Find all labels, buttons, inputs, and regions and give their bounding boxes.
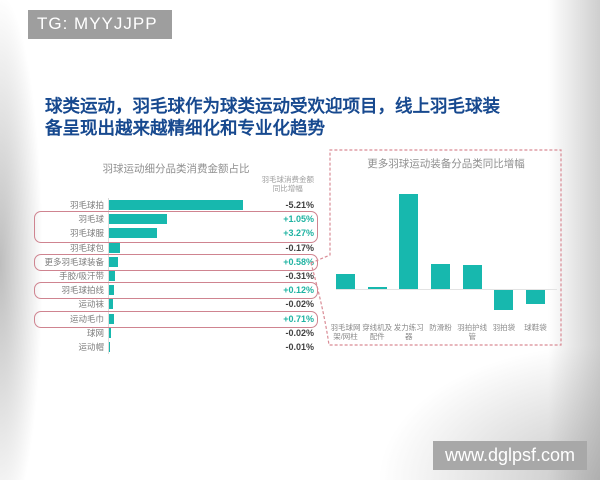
yoy-value: +0.58%	[283, 256, 314, 267]
share-bar	[109, 200, 243, 211]
growth-bar	[526, 290, 545, 305]
category-label: 球网	[86, 327, 104, 338]
site-watermark: www.dglpsf.com	[433, 441, 587, 470]
yoy-value: +0.71%	[283, 313, 314, 324]
x-axis-label: 防滑粉	[429, 323, 452, 332]
left-chart-rows: 羽毛球拍 -5.21% 羽毛球 +1.05% 羽毛球服 +3.27% 羽毛球包 -0.17% 更…	[34, 198, 318, 355]
category-label: 手胶/吸汗带	[59, 271, 104, 282]
left-chart-title: 羽球运动细分品类消费金额占比	[102, 163, 250, 175]
bar-track	[108, 212, 268, 227]
growth-bar	[336, 273, 355, 289]
share-bar	[109, 256, 118, 267]
category-label: 运动帽	[78, 341, 104, 352]
category-label: 羽毛球服	[69, 228, 104, 239]
share-bar	[109, 313, 114, 324]
growth-bar	[431, 264, 450, 289]
x-axis-label: 穿线机及 配件	[362, 323, 393, 341]
category-share-chart: 羽球运动细分品类消费金额占比 羽毛球消费金额 同比增幅 羽毛球拍 -5.21% 羽毛…	[34, 161, 318, 355]
bar-track	[108, 311, 268, 326]
bar-track	[108, 226, 268, 241]
x-axis-label: 球鞋袋	[524, 323, 547, 332]
yoy-column-header: 羽毛球消费金额 同比增幅	[261, 175, 315, 193]
slide-title: 球类运动，羽毛球作为球类运动受欢迎项目，线上羽毛球装 备呈现出越来越精细化和专业…	[45, 95, 525, 139]
left-chart-row: 羽毛球包 -0.17%	[38, 240, 314, 255]
share-bar	[109, 327, 111, 338]
category-label: 运动袜	[78, 299, 104, 310]
left-chart-row: 羽毛球 +1.05%	[38, 212, 314, 227]
share-bar	[109, 299, 113, 310]
category-label: 更多羽毛球装备	[44, 256, 104, 267]
bar-track	[108, 339, 268, 355]
growth-bar	[367, 287, 387, 289]
left-edge-shadow	[0, 0, 42, 480]
share-bar	[109, 341, 110, 352]
category-label: 羽毛球拍线	[61, 285, 104, 296]
share-bar	[109, 271, 115, 282]
bar-track	[108, 198, 268, 213]
yoy-value: -0.02%	[285, 327, 314, 338]
growth-bar	[462, 265, 482, 290]
yoy-value: -0.31%	[285, 271, 314, 282]
left-chart-row: 羽毛球服 +3.27%	[38, 226, 314, 241]
bar-track	[108, 254, 268, 269]
yoy-value: +1.05%	[283, 214, 314, 225]
bar-track	[108, 240, 268, 255]
left-chart-row: 羽毛球拍 -5.21%	[38, 198, 314, 213]
growth-bar	[494, 290, 514, 310]
left-chart-row: 运动帽 -0.01%	[38, 339, 314, 355]
yoy-value: +3.27%	[283, 228, 314, 239]
left-chart-row: 更多羽毛球装备 +0.58%	[38, 254, 314, 269]
bar-track	[108, 268, 268, 284]
x-axis-label: 羽拍袋	[492, 323, 516, 332]
share-bar	[109, 228, 158, 239]
yoy-value: -0.17%	[285, 242, 314, 253]
yoy-value: -5.21%	[285, 200, 314, 211]
left-chart-row: 运动毛巾 +0.71%	[38, 311, 314, 326]
left-chart-row: 羽毛球拍线 +0.12%	[38, 283, 314, 298]
category-label: 运动毛巾	[69, 313, 104, 324]
category-label: 羽毛球	[78, 214, 104, 225]
slide-title-line1: 球类运动，羽毛球作为球类运动受欢迎项目，线上羽毛球装	[45, 96, 500, 116]
yoy-value: -0.01%	[285, 341, 314, 352]
x-axis-label: 羽拍护线管	[457, 323, 488, 341]
x-axis-label: 发力练习器	[393, 323, 424, 341]
share-bar	[109, 285, 114, 296]
share-bar	[109, 242, 120, 253]
tg-watermark-banner: TG: MYYJJPP	[28, 10, 172, 39]
left-chart-row: 球网 -0.02%	[38, 325, 314, 340]
x-axis-label: 羽毛球网 架/网柱	[330, 323, 361, 341]
left-chart-row: 手胶/吸汗带 -0.31%	[38, 268, 314, 284]
yoy-value: +0.12%	[283, 285, 314, 296]
right-edge-shadow	[548, 0, 600, 480]
bar-track	[108, 325, 268, 340]
right-chart-title: 更多羽球运动装备分品类同比增幅	[367, 158, 525, 170]
growth-bar	[399, 194, 419, 289]
slide-title-line2: 备呈现出越来越精细化和专业化趋势	[45, 118, 325, 138]
right-chart-zero-axis	[336, 289, 557, 290]
category-label: 羽毛球拍	[69, 200, 104, 211]
yoy-value: -0.02%	[285, 299, 314, 310]
category-label: 羽毛球包	[69, 242, 104, 253]
share-bar	[109, 214, 167, 225]
bar-track	[108, 283, 268, 298]
bar-track	[108, 297, 268, 312]
left-chart-row: 运动袜 -0.02%	[38, 297, 314, 312]
